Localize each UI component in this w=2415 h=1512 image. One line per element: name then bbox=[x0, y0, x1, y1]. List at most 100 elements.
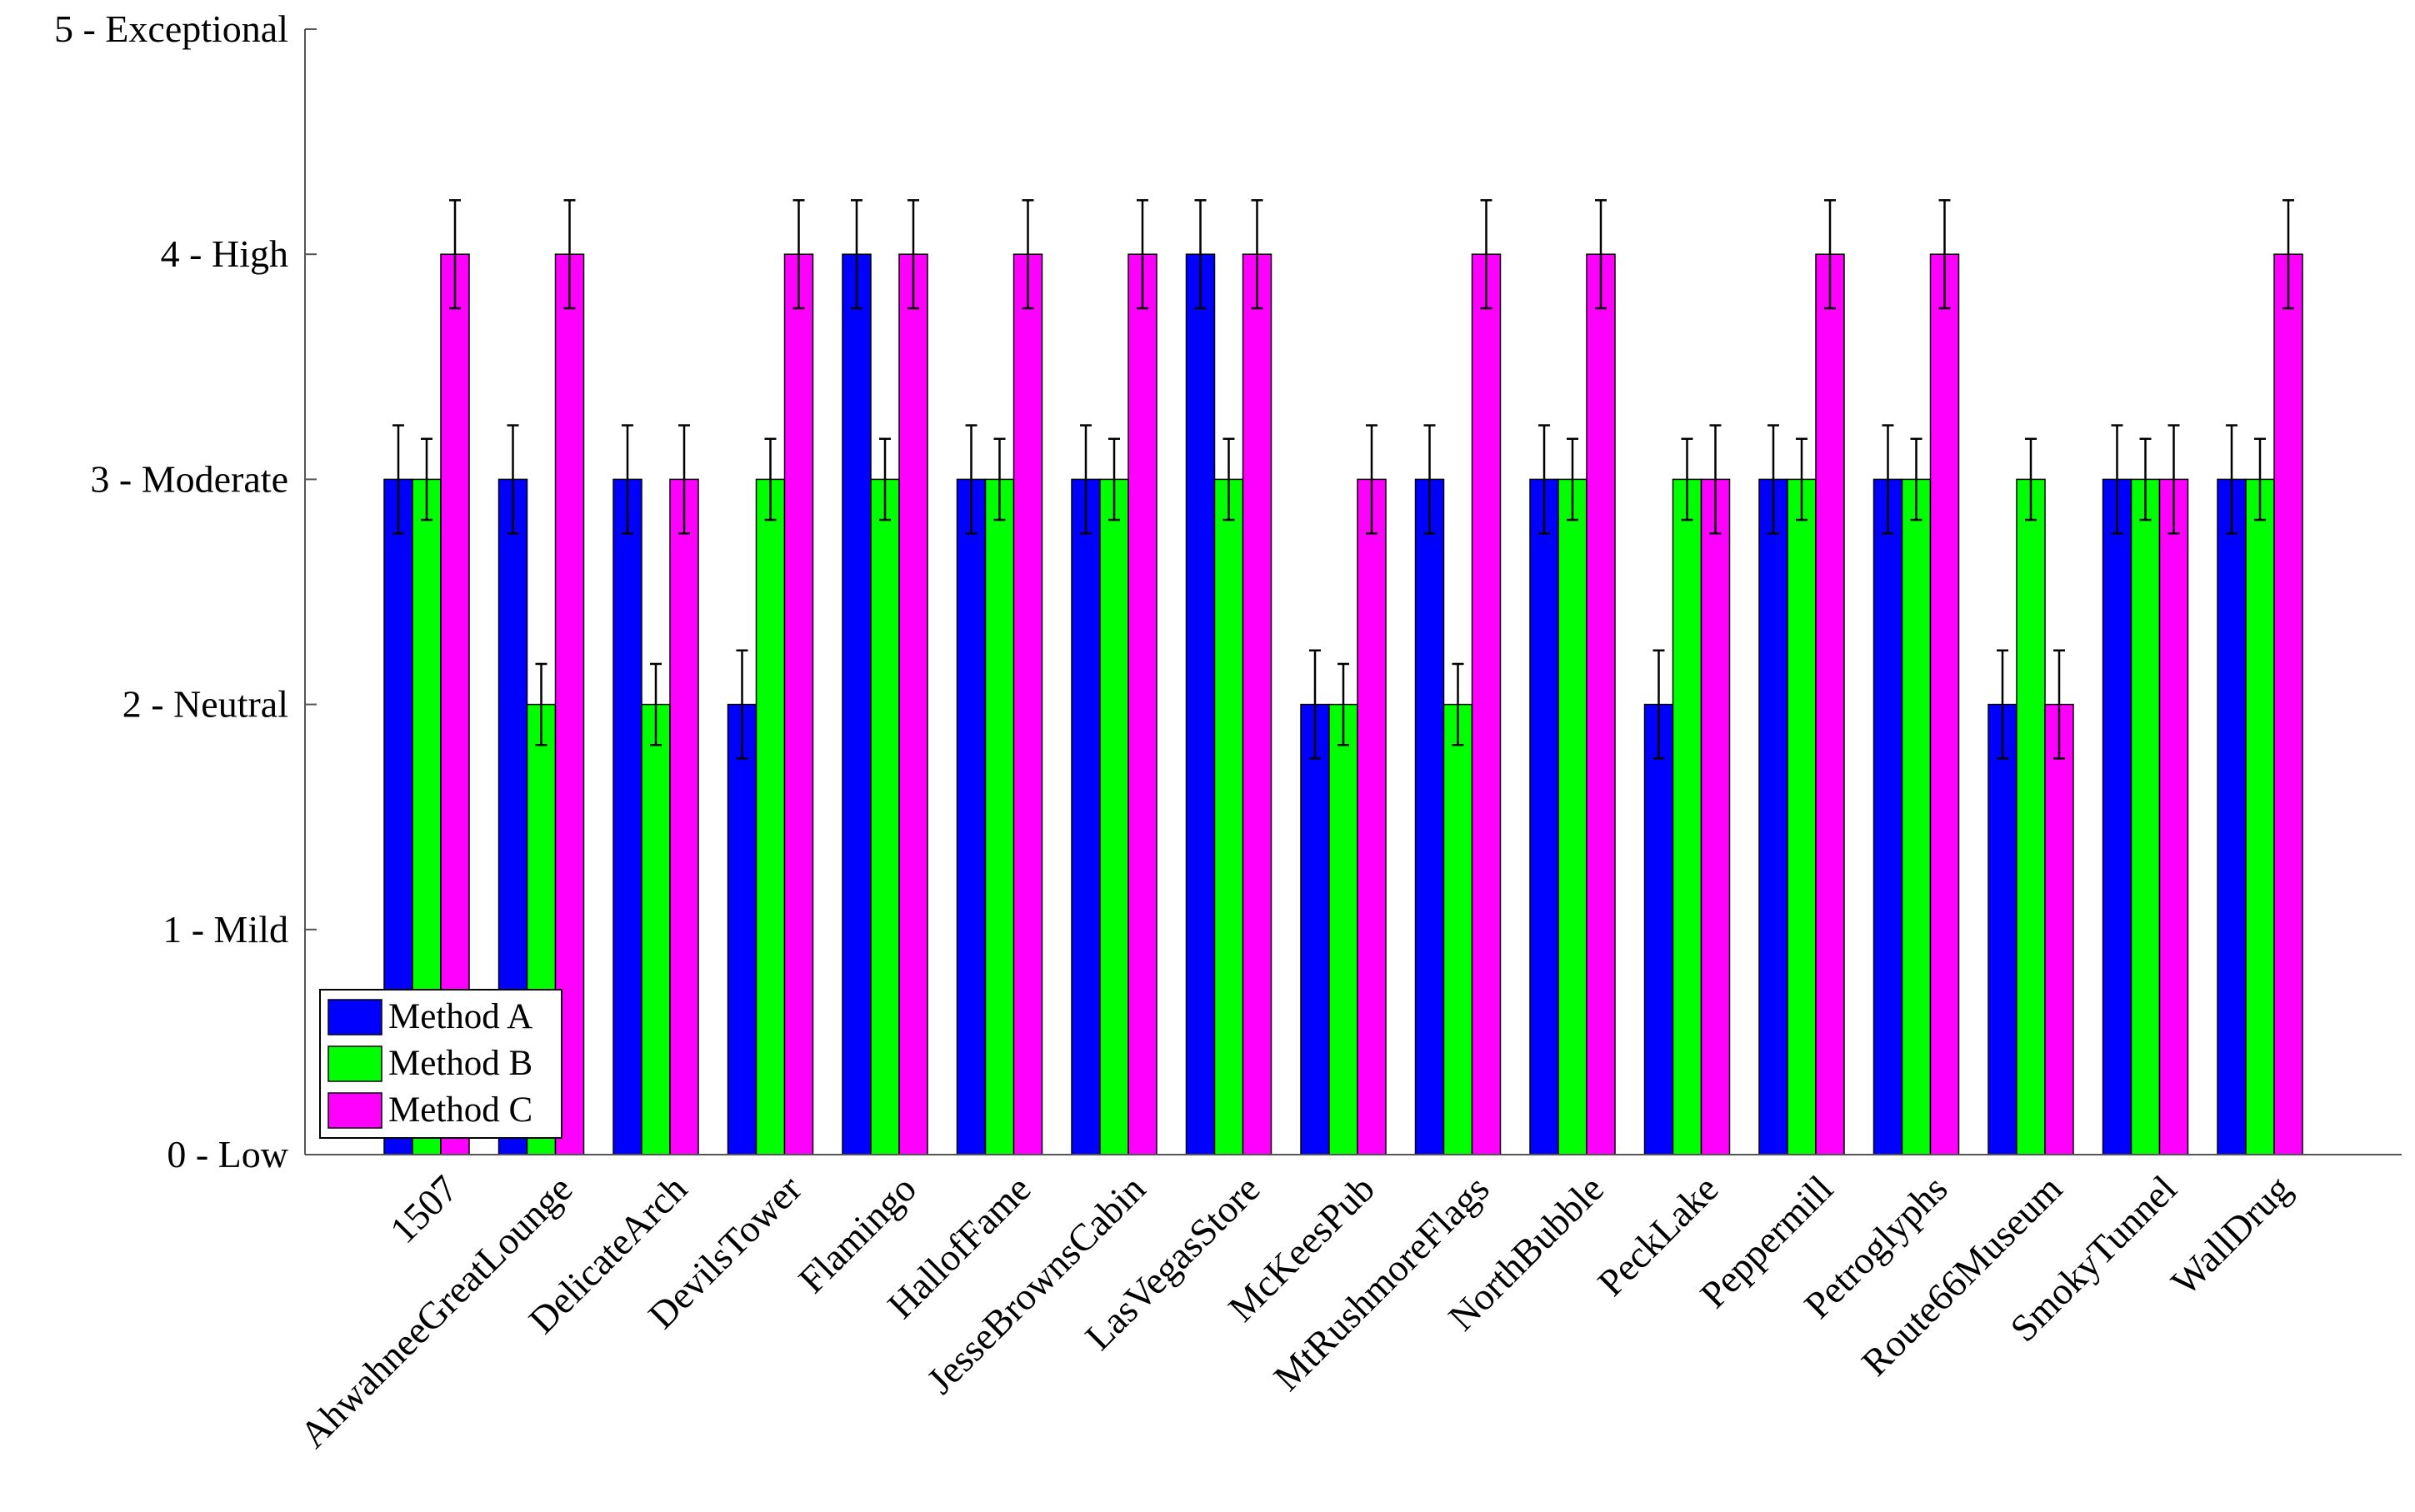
error-bar-Route66Museum-method-a bbox=[1997, 649, 2008, 760]
error-bar-NorthBubble-method-b bbox=[1567, 437, 1578, 521]
error-bar-SmokyTunnel-method-a bbox=[2111, 424, 2123, 535]
error-bar-DevilsTower-method-c bbox=[792, 199, 805, 310]
error-bar-PeckLake-method-c bbox=[1709, 424, 1722, 535]
bar-SmokyTunnel-method-a bbox=[2102, 478, 2132, 1155]
bar-DevilsTower-method-a bbox=[727, 703, 758, 1155]
bar-DelicateArch-method-c bbox=[669, 478, 699, 1155]
error-bar-JesseBrownsCabin-method-c bbox=[1137, 199, 1148, 310]
bar-Flamingo-method-c bbox=[898, 253, 928, 1155]
error-bar-NorthBubble-method-a bbox=[1538, 424, 1550, 535]
error-bar-WallDrug-method-b bbox=[2254, 437, 2266, 521]
error-bar-HallofFame-method-a bbox=[965, 424, 978, 535]
bar-MtRushmoreFlags-method-c bbox=[1471, 253, 1502, 1155]
y-tick-label: 5 - Exceptional bbox=[54, 7, 288, 50]
error-bar-LasVegasStore-method-c bbox=[1251, 199, 1263, 310]
error-bar-McKeesPub-method-c bbox=[1366, 424, 1378, 535]
error-bar-SmokyTunnel-method-c bbox=[2168, 424, 2180, 535]
error-bar-PeckLake-method-b bbox=[1681, 437, 1693, 521]
error-bar-AhwahneeGreatLounge-method-c bbox=[563, 199, 576, 310]
bar-DevilsTower-method-c bbox=[783, 253, 814, 1155]
bar-Route66Museum-method-c bbox=[2044, 703, 2074, 1155]
bars-layer bbox=[383, 253, 2303, 1155]
bar-NorthBubble-method-b bbox=[1558, 478, 1588, 1155]
bar-HallofFame-method-c bbox=[1012, 253, 1043, 1155]
bar-SmokyTunnel-method-c bbox=[2158, 478, 2189, 1155]
bar-LasVegasStore-method-a bbox=[1185, 253, 1216, 1155]
x-tick-label: WallDrug bbox=[2163, 1167, 2300, 1304]
bar-JesseBrownsCabin-method-a bbox=[1071, 478, 1101, 1155]
bar-Flamingo-method-b bbox=[870, 478, 900, 1155]
x-tick-label: 1507 bbox=[382, 1167, 466, 1251]
y-axis-ticks: 0 - Low 1 - Mild 2 - Neutral 3 - Moderate 4 … bbox=[54, 7, 317, 1175]
bar-Petroglyphs-method-a bbox=[1872, 478, 1903, 1155]
error-bar-Peppermill-method-b bbox=[1796, 437, 1808, 521]
error-bar-WallDrug-method-a bbox=[2226, 424, 2238, 535]
error-bar-DevilsTower-method-a bbox=[736, 649, 748, 760]
bar-WallDrug-method-b bbox=[2245, 478, 2275, 1155]
bar-NorthBubble-method-a bbox=[1529, 478, 1559, 1155]
bar-JesseBrownsCabin-method-b bbox=[1099, 478, 1129, 1155]
error-bar-Flamingo-method-a bbox=[851, 199, 862, 310]
y-tick-label: 0 - Low bbox=[167, 1133, 288, 1175]
error-bar-WallDrug-method-c bbox=[2282, 199, 2294, 310]
error-bar-NorthBubble-method-c bbox=[1595, 199, 1607, 310]
bar-LasVegasStore-method-b bbox=[1213, 478, 1244, 1155]
error-bar-MtRushmoreFlags-method-c bbox=[1480, 199, 1492, 310]
error-bar-DelicateArch-method-a bbox=[622, 424, 633, 535]
y-tick-label: 3 - Moderate bbox=[90, 457, 288, 500]
error-bar-JesseBrownsCabin-method-b bbox=[1108, 437, 1120, 521]
bar-Flamingo-method-a bbox=[842, 253, 872, 1155]
y-tick-label: 2 - Neutral bbox=[122, 683, 288, 726]
legend-swatch-method-b bbox=[328, 1045, 382, 1082]
error-bar-JesseBrownsCabin-method-a bbox=[1080, 424, 1092, 535]
legend: Method A Method B Method C bbox=[319, 989, 562, 1139]
bar-DelicateArch-method-a bbox=[612, 478, 642, 1155]
x-tick-label: JesseBrownsCabin bbox=[918, 1167, 1153, 1402]
error-bar-AhwahneeGreatLounge-method-a bbox=[507, 424, 519, 535]
error-bar-1507-method-b bbox=[421, 437, 432, 521]
legend-swatch-method-c bbox=[328, 1092, 382, 1129]
error-bar-1507-method-a bbox=[392, 424, 404, 535]
bar-LasVegasStore-method-c bbox=[1242, 253, 1272, 1155]
bar-MtRushmoreFlags-method-b bbox=[1442, 703, 1473, 1155]
bar-McKeesPub-method-a bbox=[1300, 703, 1330, 1155]
error-bar-Petroglyphs-method-b bbox=[1910, 437, 1922, 521]
bar-Route66Museum-method-b bbox=[2016, 478, 2046, 1155]
error-bar-Peppermill-method-c bbox=[1824, 199, 1836, 310]
error-bar-MtRushmoreFlags-method-b bbox=[1452, 662, 1464, 746]
bar-Petroglyphs-method-b bbox=[1901, 478, 1932, 1155]
error-bar-McKeesPub-method-a bbox=[1309, 649, 1321, 760]
error-bar-McKeesPub-method-b bbox=[1338, 662, 1349, 746]
error-bar-MtRushmoreFlags-method-a bbox=[1423, 424, 1436, 535]
error-bar-Peppermill-method-a bbox=[1768, 424, 1779, 535]
bar-Peppermill-method-b bbox=[1787, 478, 1817, 1155]
bar-McKeesPub-method-c bbox=[1357, 478, 1387, 1155]
error-bar-Route66Museum-method-b bbox=[2025, 437, 2037, 521]
error-bar-Flamingo-method-c bbox=[908, 199, 919, 310]
bar-PeckLake-method-b bbox=[1672, 478, 1702, 1155]
bar-Peppermill-method-a bbox=[1758, 478, 1788, 1155]
bar-WallDrug-method-a bbox=[2217, 478, 2247, 1155]
error-bar-Route66Museum-method-c bbox=[2053, 649, 2065, 760]
x-tick-label: Route66Museum bbox=[1853, 1167, 2070, 1384]
bar-McKeesPub-method-b bbox=[1328, 703, 1358, 1155]
bar-Peppermill-method-c bbox=[1815, 253, 1845, 1155]
legend-label-method-a: Method A bbox=[388, 997, 532, 1036]
error-bar-AhwahneeGreatLounge-method-b bbox=[535, 662, 548, 746]
error-bar-Flamingo-method-b bbox=[879, 437, 891, 521]
legend-label-method-b: Method B bbox=[388, 1044, 532, 1083]
bar-DelicateArch-method-b bbox=[641, 703, 671, 1155]
error-bar-PeckLake-method-a bbox=[1652, 649, 1665, 760]
error-bar-DevilsTower-method-b bbox=[764, 437, 777, 521]
legend-swatch-method-a bbox=[328, 999, 382, 1035]
error-bar-DelicateArch-method-b bbox=[650, 662, 662, 746]
error-bar-HallofFame-method-c bbox=[1022, 199, 1034, 310]
bar-PeckLake-method-a bbox=[1643, 703, 1674, 1155]
y-tick-label: 1 - Mild bbox=[162, 908, 288, 951]
x-axis-labels: 1507AhwahneeGreatLoungeDelicateArchDevil… bbox=[292, 1167, 2299, 1456]
error-bar-SmokyTunnel-method-b bbox=[2139, 437, 2152, 521]
bar-WallDrug-method-c bbox=[2273, 253, 2303, 1155]
x-tick-label: MtRushmoreFlags bbox=[1265, 1167, 1497, 1399]
bar-Route66Museum-method-a bbox=[1988, 703, 2018, 1155]
